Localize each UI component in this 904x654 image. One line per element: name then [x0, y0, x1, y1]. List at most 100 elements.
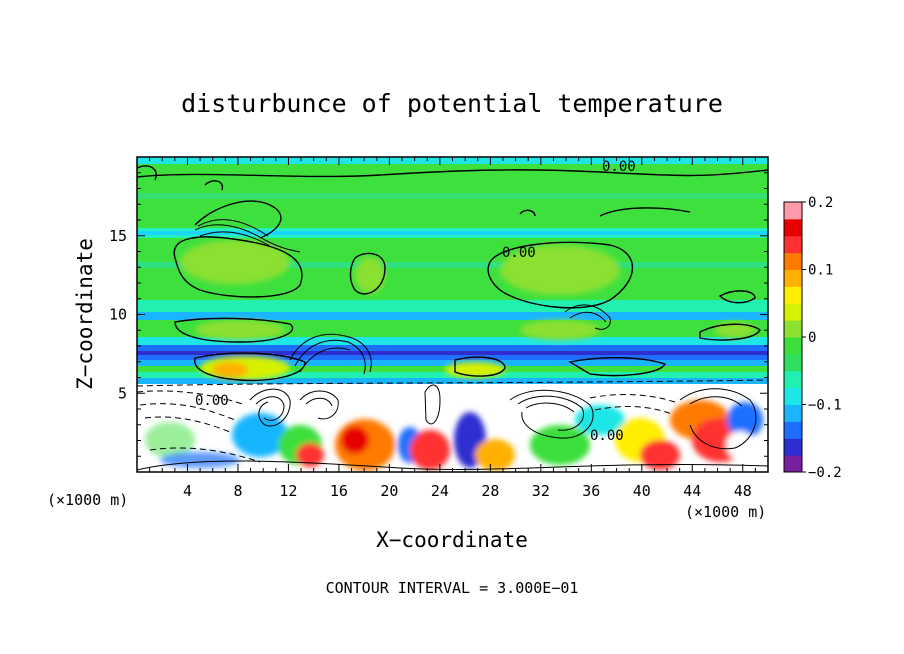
warm-patch: [520, 320, 600, 340]
front-contour: [197, 219, 269, 237]
x-tick-label: 16: [330, 482, 348, 500]
x-tick-label: 8: [233, 482, 242, 500]
warm-patch: [180, 240, 290, 284]
colorbar-swatch: [784, 235, 802, 254]
turb-patch: [296, 443, 324, 467]
contour-line: [349, 252, 386, 295]
dashed-contour: [589, 394, 676, 403]
field-band: [137, 193, 768, 199]
warm-patch: [500, 245, 620, 295]
turb-patch: [575, 405, 625, 435]
x-axis: 4 8 12 16 20 24 28 32 36 40 44 48: [149, 157, 756, 500]
front-contour: [299, 347, 351, 373]
warm-patch: [212, 362, 248, 378]
x-tick-label: 28: [481, 482, 499, 500]
field-band: [137, 378, 768, 386]
front-contour: [137, 460, 768, 471]
colorbar-swatch: [784, 303, 802, 321]
contour-line: [204, 180, 224, 191]
dashed-contour: [149, 447, 261, 463]
front-contour: [679, 388, 757, 450]
contour-label: 0.00: [502, 245, 536, 261]
colorbar-swatch: [784, 387, 802, 405]
field-band: [137, 351, 768, 355]
colorbar-tick-label: −0.1: [808, 398, 842, 414]
x-tick-label: 36: [582, 482, 600, 500]
colorbar-swatch: [784, 269, 802, 287]
contour-line: [137, 169, 768, 178]
colorbar: 0.2 0.1 0 −0.1 −0.2: [783, 195, 842, 481]
y-axis-label: Z−coordinate: [73, 238, 97, 390]
front-contour: [525, 402, 575, 413]
front-contour: [424, 384, 441, 425]
front-contour: [249, 388, 291, 427]
x-tick-label: 48: [734, 482, 752, 500]
turb-patch: [640, 440, 680, 470]
y-tick-label: 10: [109, 306, 127, 324]
contour-line: [519, 209, 536, 217]
turb-patch: [232, 413, 288, 457]
field-band: [137, 300, 768, 312]
contour-line: [194, 200, 282, 239]
contour-line: [174, 317, 294, 343]
y-axis: 5 10 15: [109, 172, 768, 457]
dashed-contour: [144, 416, 231, 433]
contour-label: 0.00: [195, 393, 229, 409]
contour-line: [699, 323, 761, 341]
warm-patch: [715, 322, 755, 338]
colorbar-swatch: [784, 252, 802, 270]
x-tick-label: 20: [380, 482, 398, 500]
x-tick-label: 44: [683, 482, 701, 500]
front-contour: [509, 389, 594, 439]
colorbar-swatch: [784, 320, 802, 338]
contour-line: [568, 357, 666, 377]
colorbar-swatch: [784, 286, 802, 304]
contour-label: 0.00: [590, 428, 624, 444]
colorbar-swatch: [784, 337, 802, 355]
colorbar-swatch: [784, 455, 802, 473]
front-contour: [564, 304, 611, 330]
y-tick-label: 15: [109, 227, 127, 245]
turb-patch: [145, 422, 195, 458]
front-contour: [689, 396, 743, 407]
turb-patch: [341, 426, 369, 454]
contour-labels: 0.00 0.00 0.00 0.00: [195, 159, 636, 444]
x-tick-label: 24: [431, 482, 449, 500]
colorbar-swatch: [784, 218, 802, 237]
contour-line: [137, 165, 157, 181]
field-band: [137, 262, 768, 268]
plot-area: [137, 157, 768, 472]
colorbar-swatch: [784, 404, 802, 422]
turb-patch: [530, 425, 590, 465]
turb-patch: [160, 452, 240, 468]
colorbar-swatch: [784, 353, 802, 372]
contour-line: [173, 236, 303, 298]
y-tick-label: 5: [118, 384, 127, 402]
front-contour: [305, 397, 333, 407]
contour-line: [718, 290, 756, 304]
field-band: [137, 337, 768, 345]
colorbar-tick-label: 0.2: [808, 195, 833, 211]
x-tick-label: 4: [183, 482, 192, 500]
warm-patch: [355, 257, 385, 293]
front-contour: [569, 311, 607, 323]
x-axis-label: X−coordinate: [376, 528, 528, 552]
front-contour: [199, 231, 271, 247]
field-band: [137, 312, 768, 320]
colorbar-tick-label: −0.2: [808, 465, 842, 481]
front-contour: [255, 396, 285, 421]
colorbar-tick-label: 0: [808, 330, 816, 346]
colorbar-swatch: [784, 202, 802, 220]
colorbar-tick-label: 0.1: [808, 263, 833, 279]
field-band: [137, 355, 768, 360]
front-contour: [299, 390, 339, 420]
contour-line: [599, 207, 691, 217]
colorbar-swatch: [784, 421, 802, 439]
turb-patch: [475, 439, 515, 471]
front-contour: [289, 333, 372, 373]
x-unit-right: (×1000 m): [685, 503, 766, 521]
colorbar-swatch: [784, 438, 802, 456]
x-tick-label: 32: [532, 482, 550, 500]
x-unit-left: (×1000 m): [47, 491, 128, 509]
x-tick-label: 12: [279, 482, 297, 500]
